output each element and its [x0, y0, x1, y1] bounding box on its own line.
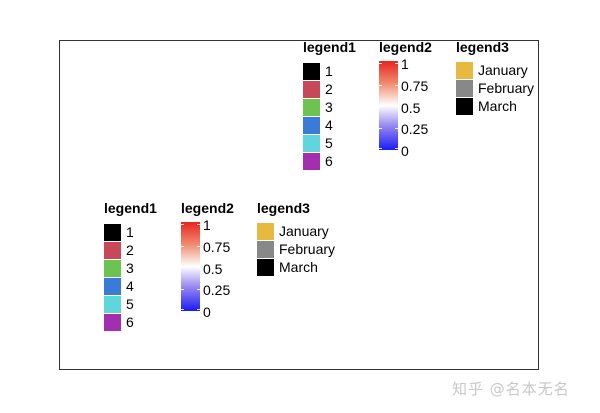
tick-label: 0.5	[401, 100, 421, 116]
key-label: 5	[126, 296, 134, 312]
swatch	[303, 62, 320, 80]
colorbar-gradient	[181, 222, 200, 311]
swatch	[257, 258, 274, 276]
legend1: legend1 1 2 3 4 5 6	[104, 201, 157, 331]
legend-key: 5	[104, 295, 157, 313]
legend-key: 6	[303, 152, 356, 170]
legend-key: 2	[303, 80, 356, 98]
tick-label: 0	[401, 143, 409, 159]
swatch	[257, 240, 274, 258]
legend-keys: January February March	[257, 222, 335, 276]
swatch	[456, 61, 473, 79]
key-label: 5	[325, 135, 333, 151]
tick-label: 1	[401, 56, 409, 72]
legend-key: 1	[104, 223, 157, 241]
legend3: legend3 January February March	[456, 40, 534, 115]
tick-label: 0.75	[203, 239, 231, 255]
legend-title: legend1	[104, 200, 157, 216]
legend1: legend1 1 2 3 4 5 6	[303, 40, 356, 170]
swatch	[303, 80, 320, 98]
swatch	[104, 277, 121, 295]
key-label: 1	[126, 224, 134, 240]
legend3: legend3 January February March	[257, 201, 335, 276]
swatch	[303, 116, 320, 134]
legend-keys: January February March	[456, 61, 534, 115]
legend-keys: 1 2 3 4 5 6	[104, 223, 157, 331]
colorbar: 1 0.75 0.5 0.25 0	[379, 57, 432, 158]
legend-key: 6	[104, 313, 157, 331]
legend-title: legend2	[181, 200, 234, 216]
swatch	[456, 97, 473, 115]
key-label: 6	[325, 153, 333, 169]
tick-label: 0.75	[401, 78, 429, 94]
tick-label: 0	[203, 304, 211, 320]
legend-key: January	[456, 61, 534, 79]
legend-key: 1	[303, 62, 356, 80]
tick-label: 0.25	[203, 282, 231, 298]
key-label: March	[478, 98, 517, 114]
legend-key: 2	[104, 241, 157, 259]
colorbar-gradient	[379, 61, 398, 150]
key-label: March	[279, 259, 318, 275]
key-label: January	[478, 62, 528, 78]
legend-key: February	[456, 79, 534, 97]
key-label: 3	[126, 260, 134, 276]
plot-panel	[59, 40, 539, 370]
swatch	[303, 134, 320, 152]
key-label: February	[478, 80, 535, 96]
swatch	[303, 152, 320, 170]
swatch	[104, 259, 121, 277]
swatch	[257, 222, 274, 240]
key-label: 2	[126, 242, 134, 258]
legend-key: 5	[303, 134, 356, 152]
key-label: 6	[126, 314, 134, 330]
legend-key: March	[456, 97, 534, 115]
legend-title: legend2	[379, 39, 432, 55]
legend-key: February	[257, 240, 335, 258]
legend-key: March	[257, 258, 335, 276]
legend-key: 4	[303, 116, 356, 134]
swatch	[104, 223, 121, 241]
legend-title: legend3	[456, 39, 509, 55]
key-label: 4	[126, 278, 134, 294]
swatch	[104, 295, 121, 313]
legend-key: 3	[303, 98, 356, 116]
watermark: 知乎 @名本无名	[452, 380, 570, 398]
swatch	[104, 313, 121, 331]
legend-title: legend3	[257, 200, 310, 216]
key-label: 1	[325, 63, 333, 79]
key-label: 4	[325, 117, 333, 133]
colorbar: 1 0.75 0.5 0.25 0	[181, 218, 234, 319]
tick-label: 1	[203, 217, 211, 233]
swatch	[303, 98, 320, 116]
tick-label: 0.25	[401, 121, 429, 137]
swatch	[456, 79, 473, 97]
legend-key: January	[257, 222, 335, 240]
legend-key: 4	[104, 277, 157, 295]
key-label: 2	[325, 81, 333, 97]
legend2: legend2 1 0.75 0.5 0.25 0	[379, 39, 432, 158]
legend-title: legend1	[303, 39, 356, 55]
key-label: January	[279, 223, 329, 239]
legend2: legend2 1 0.75 0.5 0.25 0	[181, 200, 234, 319]
key-label: 3	[325, 99, 333, 115]
key-label: February	[279, 241, 336, 257]
legend-key: 3	[104, 259, 157, 277]
legend-keys: 1 2 3 4 5 6	[303, 62, 356, 170]
swatch	[104, 241, 121, 259]
tick-label: 0.5	[203, 261, 223, 277]
